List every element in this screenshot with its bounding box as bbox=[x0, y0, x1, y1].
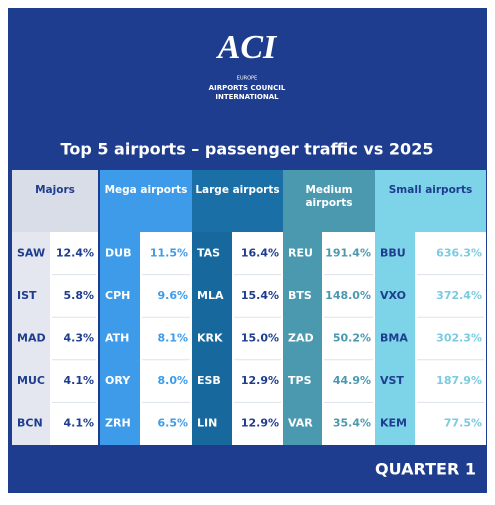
logo-line: AIRPORTS COUNCIL bbox=[209, 84, 286, 92]
traffic-change: 12.4% bbox=[56, 246, 94, 259]
traffic-change: 35.4% bbox=[333, 417, 371, 430]
airport-code: KEM bbox=[380, 417, 407, 430]
airport-code: VXO bbox=[380, 289, 406, 302]
title: Top 5 airports – passenger traffic vs 20… bbox=[61, 140, 434, 159]
traffic-change: 4.1% bbox=[63, 374, 94, 387]
group-header bbox=[12, 170, 98, 232]
traffic-change: 8.1% bbox=[157, 332, 188, 345]
group-header bbox=[375, 170, 486, 232]
logo-mark: ACI bbox=[216, 29, 278, 66]
airport-code: MUC bbox=[17, 374, 45, 387]
traffic-change: 77.5% bbox=[444, 417, 482, 430]
traffic-change: 372.4% bbox=[436, 289, 482, 302]
logo-region: EUROPE bbox=[237, 76, 257, 82]
code-column bbox=[283, 232, 322, 445]
group-name: Majors bbox=[35, 184, 75, 196]
traffic-change: 12.9% bbox=[241, 417, 279, 430]
group-name: Small airports bbox=[389, 184, 472, 196]
traffic-change: 148.0% bbox=[325, 289, 371, 302]
traffic-change: 8.0% bbox=[157, 374, 188, 387]
airport-code: VST bbox=[380, 374, 404, 387]
traffic-change: 4.1% bbox=[63, 417, 94, 430]
traffic-change: 187.9% bbox=[436, 374, 482, 387]
airport-code: REU bbox=[288, 246, 313, 259]
value-column bbox=[322, 232, 375, 445]
footer-label: QUARTER 1 bbox=[375, 460, 476, 479]
traffic-change: 12.9% bbox=[241, 374, 279, 387]
airport-code: TAS bbox=[197, 246, 220, 259]
value-column bbox=[415, 232, 486, 445]
airport-code: ORY bbox=[105, 374, 131, 387]
traffic-change: 15.0% bbox=[241, 332, 279, 345]
traffic-change: 4.3% bbox=[63, 332, 94, 345]
value-column bbox=[232, 232, 283, 445]
code-column bbox=[375, 232, 415, 445]
airport-code: CPH bbox=[105, 289, 130, 302]
airport-code: TPS bbox=[288, 374, 312, 387]
traffic-change: 6.5% bbox=[157, 417, 188, 430]
group-header bbox=[192, 170, 283, 232]
airport-code: BCN bbox=[17, 417, 43, 430]
traffic-change: 44.9% bbox=[333, 374, 371, 387]
traffic-change: 191.4% bbox=[325, 246, 371, 259]
airport-code: SAW bbox=[17, 246, 45, 259]
airport-code: KRK bbox=[197, 332, 223, 345]
airport-code: BTS bbox=[288, 289, 312, 302]
traffic-change: 15.4% bbox=[241, 289, 279, 302]
traffic-change: 50.2% bbox=[333, 332, 371, 345]
code-column bbox=[100, 232, 140, 445]
value-column bbox=[140, 232, 192, 445]
traffic-change: 302.3% bbox=[436, 332, 482, 345]
airport-code: ZRH bbox=[105, 417, 131, 430]
airport-code: IST bbox=[17, 289, 37, 302]
group-header bbox=[100, 170, 192, 232]
group-header bbox=[283, 170, 375, 232]
traffic-change: 16.4% bbox=[241, 246, 279, 259]
group-name: Large airports bbox=[195, 184, 279, 196]
code-column bbox=[12, 232, 50, 445]
airport-code: VAR bbox=[288, 417, 313, 430]
traffic-change: 636.3% bbox=[436, 246, 482, 259]
traffic-change: 11.5% bbox=[150, 246, 188, 259]
airport-code: ZAD bbox=[288, 332, 314, 345]
airport-code: ESB bbox=[197, 374, 221, 387]
group-name: Medium airports bbox=[305, 184, 352, 209]
airport-code: BBU bbox=[380, 246, 406, 259]
traffic-change: 9.6% bbox=[157, 289, 188, 302]
value-column bbox=[50, 232, 98, 445]
airport-code: MLA bbox=[197, 289, 224, 302]
airport-code: DUB bbox=[105, 246, 131, 259]
airport-code: MAD bbox=[17, 332, 46, 345]
airport-code: BMA bbox=[380, 332, 408, 345]
traffic-change: 5.8% bbox=[63, 289, 94, 302]
airport-code: ATH bbox=[105, 332, 129, 345]
logo-line: INTERNATIONAL bbox=[215, 93, 279, 101]
airport-code: LIN bbox=[197, 417, 217, 430]
code-column bbox=[192, 232, 232, 445]
group-name: Mega airports bbox=[105, 184, 188, 196]
